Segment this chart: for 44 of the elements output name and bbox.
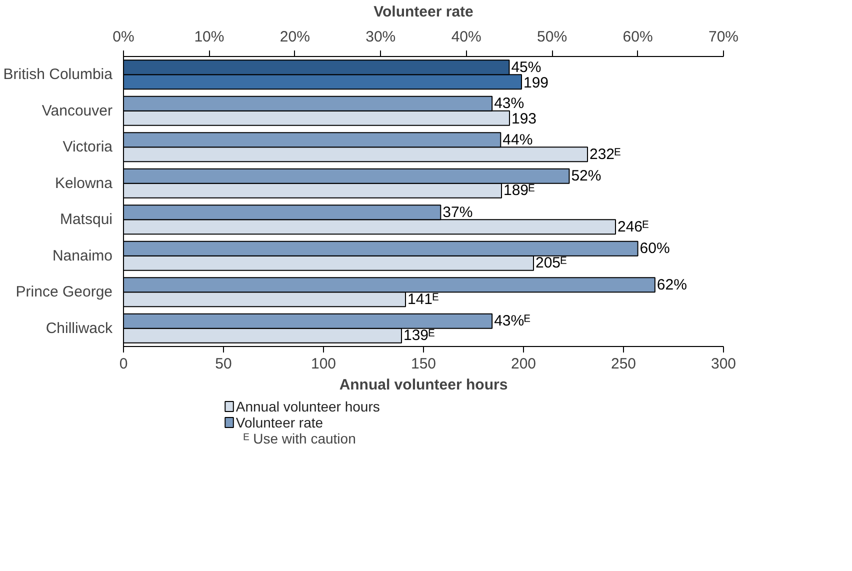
data-label: 37% [442, 204, 473, 221]
x2-tick-label: 30% [366, 28, 396, 46]
data-label: 232ᴱ [590, 146, 621, 163]
y-tick-label: Matsqui [60, 211, 113, 228]
data-label: 52% [571, 168, 602, 185]
x2-tick-label: 50% [537, 28, 568, 46]
data-label: 205ᴱ [536, 254, 567, 272]
x-tick-label: 200 [510, 356, 536, 372]
data-label: 141ᴱ [408, 290, 439, 308]
x2-tick-label: 0% [112, 28, 134, 46]
x2-tick-label: 70% [708, 28, 739, 46]
x2-tick-label: 10% [194, 28, 224, 46]
y-tick-label: Vancouver [42, 102, 113, 120]
x2-axis-title: Volunteer rate [374, 4, 474, 20]
data-label: 189ᴱ [504, 182, 535, 200]
data-label: 60% [640, 240, 670, 258]
x-tick-label: 50 [215, 356, 232, 372]
x2-tick-label: 60% [622, 28, 653, 46]
x-tick-label: 150 [410, 356, 436, 372]
data-label: 246ᴱ [618, 218, 649, 236]
data-label: 139ᴱ [404, 327, 435, 344]
data-label: 45% [511, 58, 542, 76]
data-label: 193 [512, 110, 537, 128]
x-tick-label: 250 [610, 356, 636, 372]
x-tick-label: 300 [710, 356, 736, 372]
legend-label: Volunteer rate [236, 414, 324, 430]
text: ᴱ Use with caution [244, 430, 356, 446]
y-tick-label: Prince George [16, 284, 112, 301]
data-label: 44% [502, 131, 533, 148]
x-tick-label: 100 [310, 356, 336, 372]
legend-label: Annual volunteer hours [236, 398, 380, 414]
y-tick-label: Nanaimo [52, 247, 112, 264]
y-tick-label: British Columbia [3, 66, 114, 84]
x-axis-title: Annual volunteer hours [339, 376, 508, 394]
x2-tick-label: 40% [451, 28, 482, 46]
y-tick-label: Kelowna [54, 174, 114, 192]
y-tick-label: Chilliwack [46, 320, 113, 337]
data-label: 199 [524, 74, 549, 92]
x2-tick-label: 20% [280, 28, 310, 46]
data-label: 43% [494, 95, 524, 112]
data-label: 43%ᴱ [494, 312, 530, 330]
x-tick-label: 0 [119, 356, 128, 372]
y-tick-label: Victoria [62, 138, 114, 156]
data-label: 62% [656, 276, 687, 294]
